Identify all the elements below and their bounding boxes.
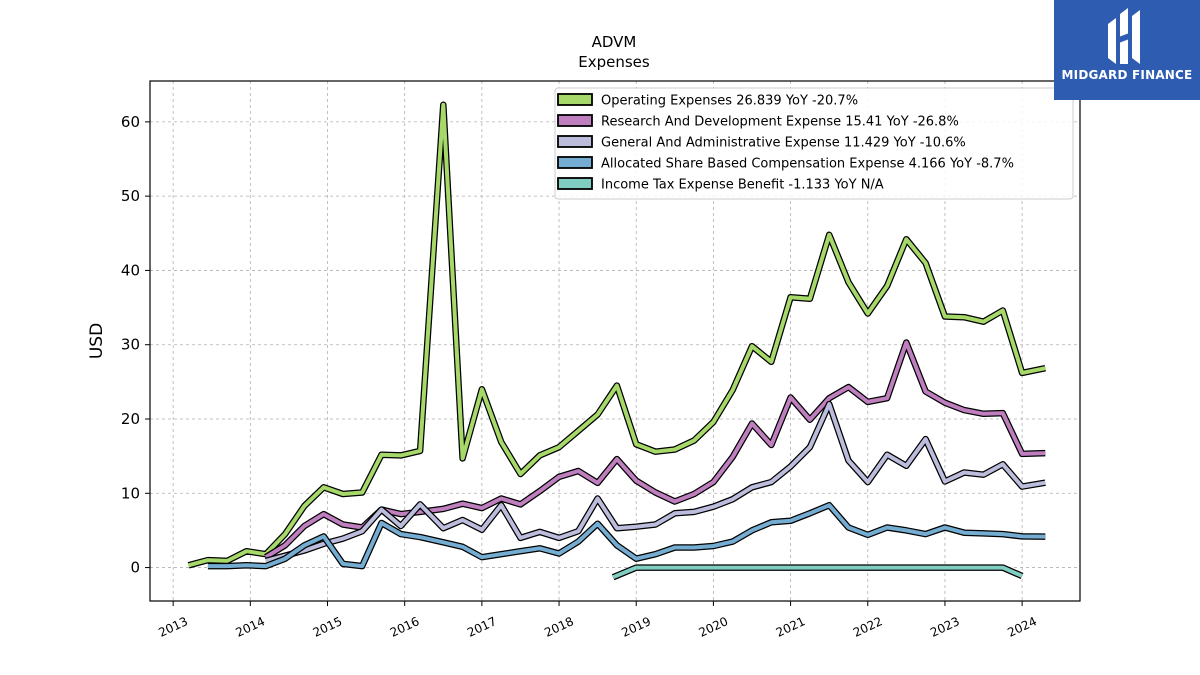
- x-tick-label: 2023: [928, 614, 962, 640]
- x-tick-label: 2020: [697, 614, 731, 640]
- midgard-logo-icon: [1108, 8, 1140, 64]
- series-line-4: [612, 565, 1023, 580]
- y-tick-label: 0: [130, 559, 140, 577]
- x-tick-label: 2021: [774, 614, 808, 640]
- legend-label-3: Allocated Share Based Compensation Expen…: [601, 157, 1014, 172]
- series-outline-2: [264, 400, 1046, 565]
- brand-logo: MIDGARD FINANCE: [1054, 0, 1200, 100]
- legend-label-2: General And Administrative Expense 11.42…: [601, 136, 966, 151]
- legend-swatch-4: [557, 177, 593, 190]
- legend-label-4: Income Tax Expense Benefit -1.133 YoY N/…: [601, 178, 884, 193]
- y-tick-label: 20: [121, 410, 140, 428]
- y-axis-label: USD: [87, 323, 107, 359]
- plot-frame: [149, 80, 1081, 602]
- series-line-3: [207, 503, 1046, 569]
- y-tick-label: 50: [121, 187, 140, 205]
- series-outline-3: [207, 501, 1046, 570]
- legend-swatch-2: [557, 135, 593, 148]
- legend-label-1: Research And Development Expense 15.41 Y…: [601, 115, 959, 130]
- y-tick-label: 10: [121, 484, 140, 502]
- x-tick-label: 2019: [619, 614, 653, 640]
- legend: Operating Expenses 26.839 YoY -20.7% Rese…: [554, 87, 1074, 200]
- legend-swatch-3: [557, 156, 593, 169]
- x-tick-label: 2016: [388, 614, 422, 640]
- x-tick-label: 2018: [542, 614, 576, 640]
- x-tick-label: 2022: [851, 614, 885, 640]
- x-tick-label: 2017: [465, 614, 499, 640]
- brand-name: MIDGARD FINANCE: [1061, 68, 1193, 82]
- y-tick-label: 40: [121, 261, 140, 279]
- x-tick-label: 2015: [311, 614, 345, 640]
- series-line-2: [265, 402, 1046, 563]
- chart-title: ADVM: [592, 33, 637, 51]
- y-tick-label: 60: [121, 113, 140, 131]
- series-line-0: [188, 102, 1046, 568]
- x-tick-label: 2013: [156, 614, 190, 640]
- y-tick-label: 30: [121, 336, 140, 354]
- chart-subtitle: Expenses: [578, 53, 650, 71]
- x-tick-label: 2024: [1005, 614, 1039, 640]
- series-layer: [187, 101, 1046, 581]
- x-tick-label: 2014: [234, 614, 268, 640]
- series-line-1: [264, 340, 1046, 559]
- legend-box: [554, 87, 1074, 200]
- legend-swatch-0: [557, 93, 593, 106]
- legend-label-0: Operating Expenses 26.839 YoY -20.7%: [601, 94, 858, 109]
- legend-swatch-1: [557, 114, 593, 127]
